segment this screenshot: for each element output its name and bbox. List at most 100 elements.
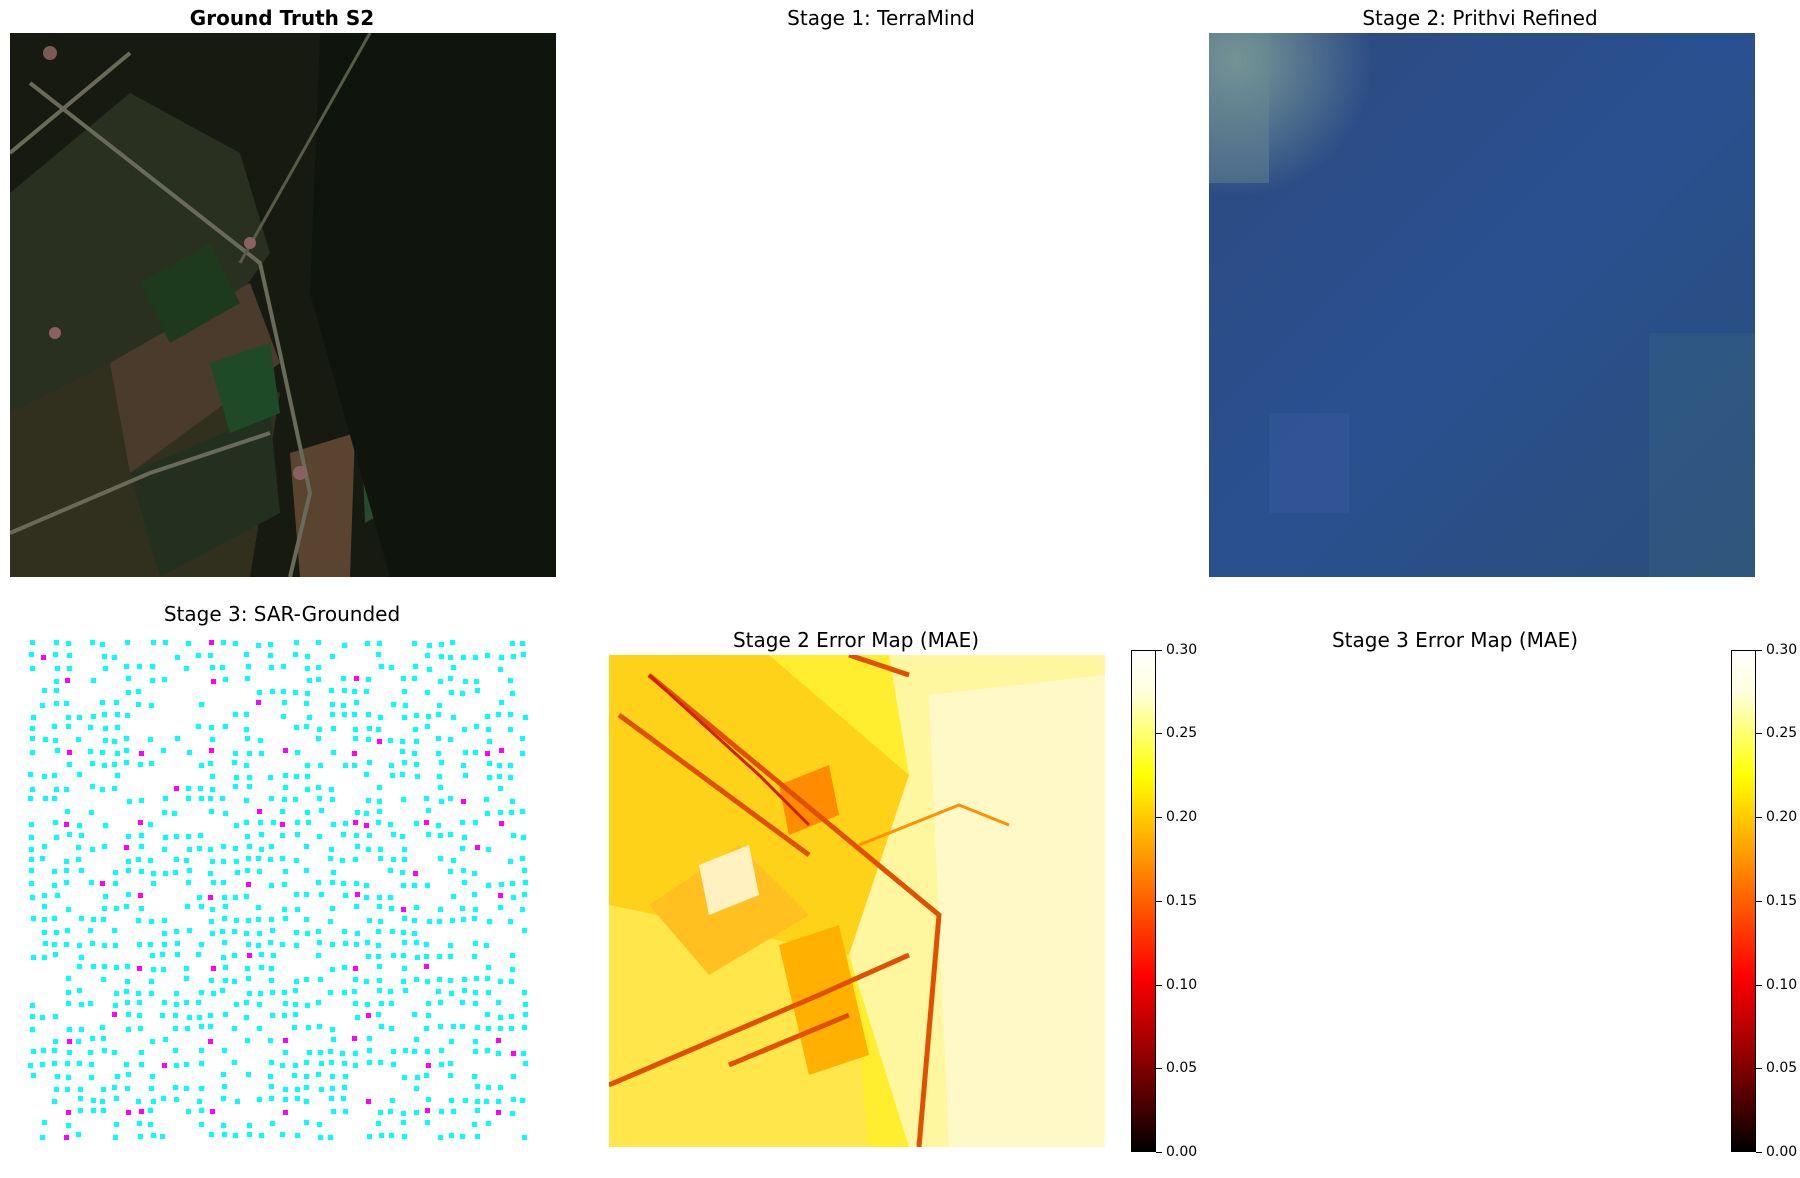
cyan-dot [475,1108,480,1113]
cyan-dot [280,833,285,838]
cyan-dot [473,941,478,946]
cyan-dot [247,751,252,756]
cyan-dot [438,907,443,912]
cyan-dot [328,1135,333,1140]
cyan-dot [283,1097,288,1102]
cyan-dot [436,989,441,994]
cyan-dot [196,952,201,957]
cyan-dot [484,943,489,948]
cyan-dot [151,871,156,876]
cyan-dot [462,835,467,840]
cyan-dot [136,1099,141,1104]
cyan-dot [210,774,215,779]
cyan-dot [124,736,129,741]
cyan-dot [89,1062,94,1067]
cyan-dot [257,1002,262,1007]
cyan-dot [377,978,382,983]
cyan-dot [331,1037,336,1042]
cyan-dot [437,977,442,982]
magenta-dot [208,895,213,900]
cyan-dot [65,809,70,814]
cyan-dot [390,773,395,778]
cyan-dot [89,880,94,885]
cyan-dot [425,1120,430,1125]
cyan-dot [353,1001,358,1006]
cyan-dot [331,726,336,731]
cyan-dot [113,1135,118,1140]
cyan-dot [126,892,131,897]
cyan-dot [247,1132,252,1137]
cyan-dot [342,712,347,717]
cyan-dot [282,882,287,887]
cyan-dot [400,749,405,754]
cyan-dot [196,653,201,658]
magenta-dot [138,893,143,898]
magenta-dot [41,655,46,660]
cyan-dot [102,712,107,717]
cyan-dot [126,1012,131,1017]
cyan-dot [102,654,107,659]
cyan-dot [509,810,514,815]
cyan-dot [304,917,309,922]
cyan-dot [364,883,369,888]
magenta-dot [366,1099,371,1104]
cyan-dot [352,989,357,994]
cyan-dot [271,820,276,825]
cyan-dot [376,954,381,959]
cyan-dot [304,724,309,729]
colorbar-tick: 0.25 [1755,725,1798,741]
cyan-dot [209,809,214,814]
cyan-dot [329,1096,334,1101]
cyan-dot [401,979,406,984]
magenta-dot [496,1110,501,1115]
cyan-dot [78,1096,83,1101]
cyan-dot [210,859,215,864]
cyan-dot [184,858,189,863]
cyan-dot [486,727,491,732]
cyan-dot [461,868,466,873]
cyan-dot [198,786,203,791]
cyan-dot [355,1015,360,1020]
cyan-dot [451,858,456,863]
colorbar-tick: 0.10 [1755,977,1798,993]
magenta-dot [366,1013,371,1018]
magenta-dot [137,966,142,971]
cyan-dot [366,847,371,852]
magenta-dot [499,748,504,753]
cyan-dot [508,859,513,864]
cyan-dot [52,916,57,921]
cyan-dot [77,988,82,993]
cyan-dot [112,1050,117,1055]
cyan-dot [401,953,406,958]
cyan-dot [208,847,213,852]
cyan-dot [473,990,478,995]
cyan-dot [245,966,250,971]
cyan-dot [199,796,204,801]
cyan-dot [100,750,105,755]
cyan-dot [283,773,288,778]
cyan-dot [54,1087,59,1092]
magenta-dot [64,1135,69,1140]
magenta-dot [485,751,490,756]
cyan-dot [330,1086,335,1091]
cyan-dot [149,979,154,984]
cyan-dot [137,1000,142,1005]
cyan-dot [316,1072,321,1077]
cyan-dot [210,737,215,742]
cyan-dot [245,736,250,741]
cyan-dot [124,989,129,994]
cyan-dot [328,919,333,924]
stage2-title: Stage 2: Prithvi Refined [1362,6,1598,30]
cyan-dot [162,677,167,682]
cyan-dot [174,1002,179,1007]
cyan-dot [379,1024,384,1029]
magenta-dot [353,966,358,971]
cyan-dot [436,751,441,756]
cyan-dot [330,967,335,972]
cyan-dot [427,643,432,648]
magenta-dot [67,750,72,755]
cyan-dot [113,1003,118,1008]
cyan-dot [436,736,441,741]
cyan-dot [91,714,96,719]
cyan-dot [438,833,443,838]
